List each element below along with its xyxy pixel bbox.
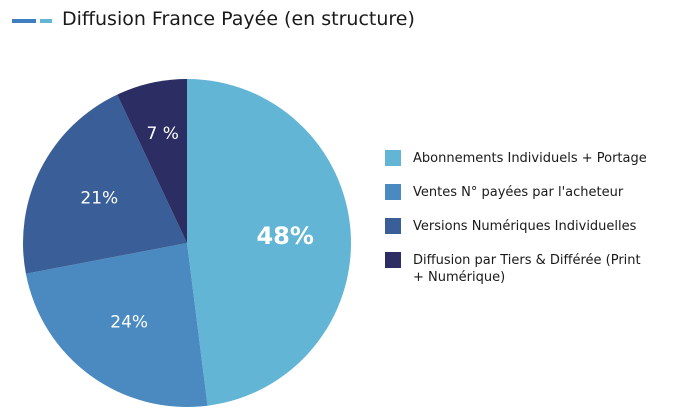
legend: Abonnements Individuels + Portage Ventes …: [385, 150, 647, 303]
title-icon: [12, 19, 36, 23]
legend-label: Diffusion par Tiers & Différée (Print + …: [413, 253, 641, 285]
legend-item: Abonnements Individuels + Portage: [385, 150, 647, 167]
legend-swatch: [385, 150, 401, 166]
legend-swatch: [385, 252, 401, 268]
data-label: 7 %: [146, 124, 178, 144]
legend-label: Abonnements Individuels + Portage: [413, 151, 647, 166]
title-icon: [40, 19, 52, 23]
legend-label: Versions Numériques Individuelles: [413, 219, 637, 234]
legend-swatch: [385, 218, 401, 234]
data-label: 24%: [110, 313, 148, 333]
data-label: 21%: [80, 188, 118, 208]
legend-label: Ventes N° payées par l'acheteur: [413, 185, 624, 200]
legend-item: Diffusion par Tiers & Différée (Print + …: [385, 252, 647, 286]
pie-slice: [23, 94, 187, 274]
legend-item: Ventes N° payées par l'acheteur: [385, 184, 647, 201]
pie-slice: [25, 243, 208, 408]
pie-slice: [187, 79, 351, 406]
legend-swatch: [385, 184, 401, 200]
legend-item: Versions Numériques Individuelles: [385, 218, 647, 235]
data-label: 48%: [256, 222, 313, 250]
pie-slice: [117, 79, 187, 243]
chart-title: Diffusion France Payée (en structure): [62, 8, 415, 30]
